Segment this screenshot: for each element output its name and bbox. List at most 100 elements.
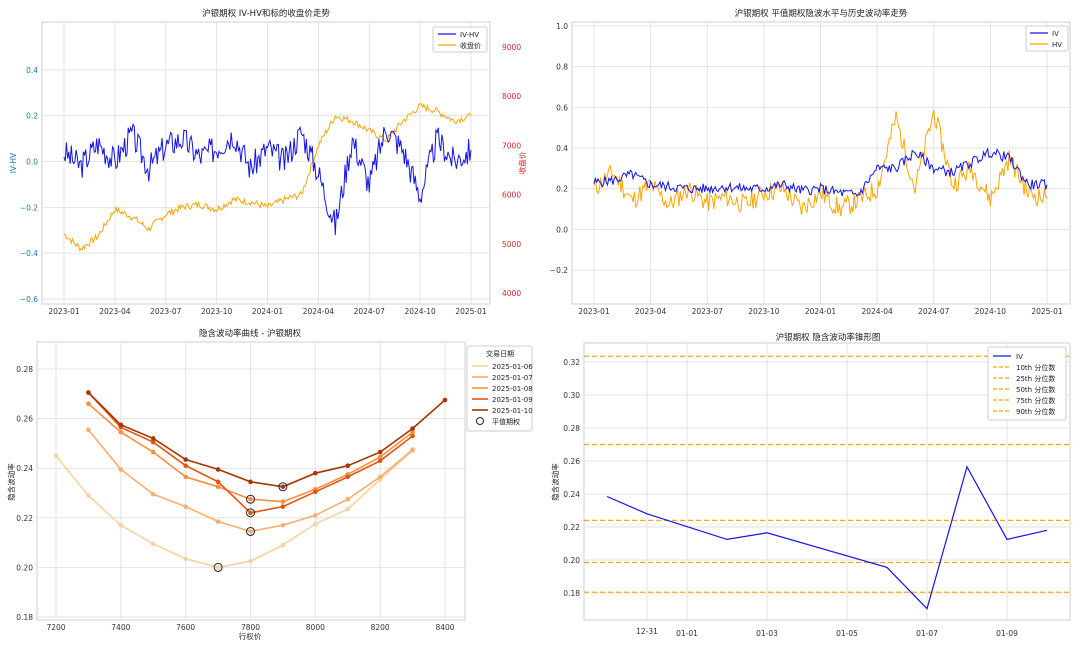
series-line-iv bbox=[606, 465, 1048, 610]
data-point bbox=[86, 401, 91, 407]
legend-label: 2025-01-06 bbox=[492, 363, 533, 371]
x-tick-label: 2023-01 bbox=[578, 307, 610, 316]
y-tick-label: 1.0 bbox=[556, 22, 568, 31]
data-point bbox=[377, 458, 383, 464]
x-tick-label: 01-09 bbox=[996, 629, 1018, 638]
legend-label: 10th 分位数 bbox=[1016, 363, 1055, 372]
data-point bbox=[248, 529, 253, 534]
x-tick-label: 2024-07 bbox=[354, 307, 386, 316]
data-point bbox=[86, 427, 91, 433]
series-line-close bbox=[63, 102, 472, 252]
atm-marker bbox=[246, 526, 255, 536]
y-tick-label: 0.28 bbox=[563, 424, 580, 433]
legend: IV-HV 收盘价 bbox=[432, 26, 488, 53]
x-tick-label: 2025-01 bbox=[1031, 307, 1063, 316]
y-tick-label: 0.24 bbox=[563, 490, 580, 499]
legend-label: 平值期权 bbox=[492, 417, 520, 426]
legend-label: HV bbox=[1052, 41, 1062, 49]
x-tick-label: 2025-01 bbox=[455, 307, 487, 316]
data-point bbox=[280, 504, 286, 509]
x-tick-label: 01-05 bbox=[836, 629, 858, 638]
legend-label: 25th 分位数 bbox=[1016, 374, 1055, 383]
legend-label: 50th 分位数 bbox=[1016, 385, 1055, 394]
data-point bbox=[215, 565, 221, 570]
x-tick-label: 2024-01 bbox=[805, 307, 837, 316]
data-point bbox=[313, 521, 318, 527]
data-point bbox=[280, 542, 286, 548]
data-point bbox=[118, 522, 124, 528]
x-tick-label: 2024-10 bbox=[404, 307, 436, 316]
data-point bbox=[118, 422, 124, 428]
series-line-2025-01-06 bbox=[55, 450, 414, 569]
legend-label: 2025-01-07 bbox=[492, 374, 533, 382]
data-point bbox=[53, 453, 59, 459]
data-point bbox=[377, 449, 383, 455]
data-point bbox=[183, 556, 188, 562]
y-tick-label: 0.2 bbox=[556, 185, 568, 194]
legend-label: 2025-01-10 bbox=[492, 407, 533, 415]
data-point bbox=[280, 522, 286, 528]
x-tick-label: 2024-10 bbox=[975, 307, 1007, 316]
legend-box bbox=[1025, 25, 1069, 52]
y-tick-label: 0.6 bbox=[556, 103, 568, 112]
legend-box bbox=[432, 26, 488, 53]
data-point bbox=[248, 496, 253, 502]
x-tick-label: 2023-07 bbox=[692, 307, 724, 316]
y-tick-label: 0.18 bbox=[563, 589, 580, 598]
x-tick-label: 2024-04 bbox=[861, 307, 893, 316]
y2-tick-label: 4000 bbox=[502, 289, 521, 298]
series-line-iv-hv bbox=[63, 122, 472, 236]
x-tick-label: 2024-04 bbox=[303, 307, 335, 316]
x-tick-label: 2023-07 bbox=[150, 307, 182, 316]
data-point bbox=[410, 429, 415, 435]
data-point bbox=[345, 474, 351, 480]
atm-marker bbox=[278, 482, 288, 492]
y-tick-label: −0.2 bbox=[550, 266, 568, 275]
data-point bbox=[86, 390, 91, 395]
x-tick-label: 2023-04 bbox=[635, 307, 667, 316]
legend-title: 交易日期 bbox=[486, 349, 514, 358]
y-axis-label: 隐含波动率 bbox=[6, 463, 16, 501]
data-point bbox=[150, 449, 156, 455]
y2-tick-label: 9000 bbox=[502, 43, 521, 52]
legend-atm-swatch bbox=[476, 417, 484, 425]
plot-area bbox=[41, 21, 491, 305]
y-tick-label: 0.28 bbox=[16, 365, 33, 374]
y-tick-label: 0.18 bbox=[16, 613, 33, 622]
legend-label: 收盘价 bbox=[460, 41, 481, 50]
data-point bbox=[410, 433, 415, 439]
data-point bbox=[248, 510, 253, 516]
y-axis-label: IV-HV bbox=[9, 152, 18, 173]
chart-title: 沪银期权 IV-HV和标的收盘价走势 bbox=[202, 8, 330, 19]
chart-iv-cone: 12-31 01-01 01-03 01-05 01-07 01-09 0.18 0.20 0.… bbox=[550, 332, 1071, 638]
x-tick-label: 7400 bbox=[111, 623, 130, 632]
data-point bbox=[280, 499, 286, 504]
legend: IV 10th 分位数 25th 分位数 50th 分位数 75th 分位数 90th 分… bbox=[987, 346, 1067, 421]
data-point bbox=[150, 436, 156, 441]
x-tick-label: 2023-01 bbox=[48, 307, 80, 316]
y-tick-label: 0.26 bbox=[563, 457, 580, 466]
data-point bbox=[150, 439, 156, 445]
y-axis-label: 隐含波动率 bbox=[550, 463, 560, 501]
y-tick-label: 0.24 bbox=[16, 464, 33, 473]
data-point bbox=[183, 474, 188, 480]
atm-marker bbox=[246, 494, 255, 504]
legend: IV HV bbox=[1025, 25, 1069, 52]
legend-box bbox=[987, 346, 1067, 421]
x-tick-label: 8000 bbox=[306, 623, 325, 632]
data-point bbox=[442, 397, 448, 403]
data-point bbox=[215, 519, 221, 524]
y-tick-label: 0.0 bbox=[26, 158, 38, 167]
data-point bbox=[313, 470, 318, 476]
data-point bbox=[183, 457, 188, 462]
y-tick-label: 0.2 bbox=[26, 112, 38, 121]
legend-label: 90th 分位数 bbox=[1016, 407, 1055, 416]
data-point bbox=[280, 484, 286, 490]
legend-label: IV bbox=[1016, 353, 1023, 361]
data-point bbox=[150, 491, 156, 497]
chart-title: 隐含波动率曲线 - 沪银期权 bbox=[199, 328, 301, 339]
x-tick-label: 01-01 bbox=[676, 629, 698, 638]
data-point bbox=[215, 484, 221, 490]
y2-axis-label: 收盘价 bbox=[517, 151, 527, 174]
